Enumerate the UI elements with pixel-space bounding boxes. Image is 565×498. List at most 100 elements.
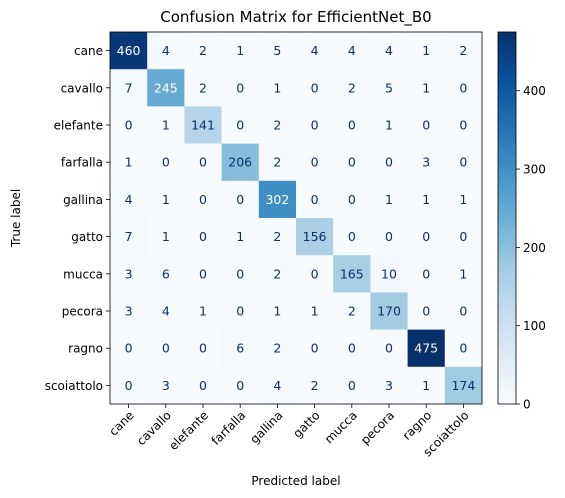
colorbar-tick-label: 400 bbox=[523, 84, 546, 98]
cell-value-label: 3 bbox=[162, 378, 170, 393]
matrix-cell bbox=[296, 255, 334, 293]
x-tick-label: farfalla bbox=[209, 408, 249, 448]
cell-value-label: 0 bbox=[348, 229, 356, 244]
cell-value-label: 0 bbox=[311, 192, 319, 207]
matrix-cell bbox=[296, 366, 334, 405]
matrix-cell bbox=[333, 180, 371, 219]
cell-value-label: 1 bbox=[236, 43, 244, 58]
cell-value-label: 0 bbox=[311, 341, 319, 356]
matrix-cell bbox=[407, 292, 446, 330]
matrix-cell bbox=[184, 69, 222, 107]
matrix-cell bbox=[184, 366, 222, 405]
matrix-cell bbox=[110, 143, 148, 182]
cell-value-label: 1 bbox=[162, 118, 170, 133]
matrix-cell bbox=[407, 218, 446, 256]
matrix-cell bbox=[184, 292, 222, 330]
cell-value-label: 2 bbox=[199, 80, 207, 95]
cell-value-label: 0 bbox=[311, 118, 319, 133]
matrix-cell bbox=[296, 32, 334, 70]
cell-value-label: 0 bbox=[125, 378, 133, 393]
matrix-cell bbox=[370, 218, 408, 256]
matrix-cell bbox=[147, 329, 185, 368]
cell-value-label: 0 bbox=[199, 229, 207, 244]
cell-value-label: 0 bbox=[459, 229, 467, 244]
cell-value-label: 5 bbox=[273, 43, 281, 58]
cell-value-label: 2 bbox=[273, 266, 281, 281]
cell-value-label: 4 bbox=[162, 43, 170, 58]
cell-value-label: 0 bbox=[311, 155, 319, 170]
cell-value-label: 3 bbox=[125, 266, 133, 281]
cell-value-label: 0 bbox=[422, 229, 430, 244]
cell-value-label: 0 bbox=[459, 118, 467, 133]
matrix-cell bbox=[221, 218, 260, 256]
x-tick-label: cane bbox=[106, 408, 136, 438]
cell-value-label: 0 bbox=[348, 192, 356, 207]
matrix-cell bbox=[258, 218, 297, 256]
cell-value-label: 0 bbox=[125, 118, 133, 133]
cell-value-label: 245 bbox=[154, 80, 178, 95]
matrix-cell bbox=[147, 32, 185, 70]
cell-value-label: 1 bbox=[422, 192, 430, 207]
colorbar-tick-label: 300 bbox=[523, 163, 546, 177]
cell-value-label: 0 bbox=[199, 266, 207, 281]
cell-value-label: 2 bbox=[273, 118, 281, 133]
cell-value-label: 4 bbox=[348, 43, 356, 58]
cell-value-label: 2 bbox=[273, 341, 281, 356]
y-tick-label: pecora bbox=[62, 305, 103, 319]
cell-value-label: 4 bbox=[162, 304, 170, 319]
matrix-cell bbox=[110, 292, 148, 330]
cell-value-label: 6 bbox=[236, 341, 244, 356]
matrix-cell bbox=[444, 106, 483, 144]
matrix-cell bbox=[444, 218, 483, 256]
matrix-cell bbox=[184, 329, 222, 368]
cell-value-label: 1 bbox=[162, 229, 170, 244]
cell-value-label: 2 bbox=[348, 80, 356, 95]
matrix-cell bbox=[333, 292, 371, 330]
matrix-cell bbox=[258, 255, 297, 293]
cell-value-label: 1 bbox=[422, 80, 430, 95]
x-tick-label: gallina bbox=[247, 408, 285, 446]
cell-value-label: 4 bbox=[311, 43, 319, 58]
cell-value-label: 1 bbox=[236, 229, 244, 244]
cell-value-label: 6 bbox=[162, 266, 170, 281]
y-tick-label: cavallo bbox=[61, 81, 103, 95]
cell-value-label: 0 bbox=[162, 341, 170, 356]
cell-value-label: 4 bbox=[125, 192, 133, 207]
y-tick-label: gallina bbox=[63, 193, 103, 207]
matrix-cell bbox=[296, 218, 334, 256]
cell-value-label: 0 bbox=[385, 341, 393, 356]
matrix-cell bbox=[184, 255, 222, 293]
matrix-cell bbox=[147, 106, 185, 144]
matrix-cell bbox=[296, 106, 334, 144]
matrix-cell bbox=[407, 329, 446, 368]
cell-value-label: 0 bbox=[236, 304, 244, 319]
x-tick-label: gatto bbox=[290, 408, 322, 440]
cell-value-label: 0 bbox=[422, 266, 430, 281]
y-tick-label: ragno bbox=[68, 342, 103, 356]
cell-value-label: 0 bbox=[162, 155, 170, 170]
matrix-cell bbox=[333, 143, 371, 182]
cell-value-label: 2 bbox=[311, 378, 319, 393]
matrix-cell bbox=[258, 69, 297, 107]
cell-value-label: 141 bbox=[191, 118, 215, 133]
matrix-cell bbox=[407, 69, 446, 107]
matrix-cell bbox=[333, 366, 371, 405]
cell-value-label: 0 bbox=[459, 304, 467, 319]
colorbar bbox=[497, 31, 517, 405]
y-tick-label: elefante bbox=[54, 119, 103, 133]
matrix-cell bbox=[333, 69, 371, 107]
cell-value-label: 0 bbox=[199, 155, 207, 170]
matrix-cell bbox=[221, 255, 260, 293]
cell-value-label: 10 bbox=[381, 266, 397, 281]
matrix-cell bbox=[444, 366, 483, 405]
matrix-cell bbox=[444, 69, 483, 107]
matrix-cell bbox=[110, 69, 148, 107]
cell-value-label: 0 bbox=[459, 155, 467, 170]
cell-value-label: 1 bbox=[422, 43, 430, 58]
matrix-cell bbox=[296, 143, 334, 182]
matrix-cell bbox=[184, 106, 222, 144]
y-tick-label: farfalla bbox=[61, 156, 103, 170]
colorbar-tick-label: 100 bbox=[523, 319, 546, 333]
matrix-cell bbox=[147, 292, 185, 330]
cell-value-label: 4 bbox=[385, 43, 393, 58]
